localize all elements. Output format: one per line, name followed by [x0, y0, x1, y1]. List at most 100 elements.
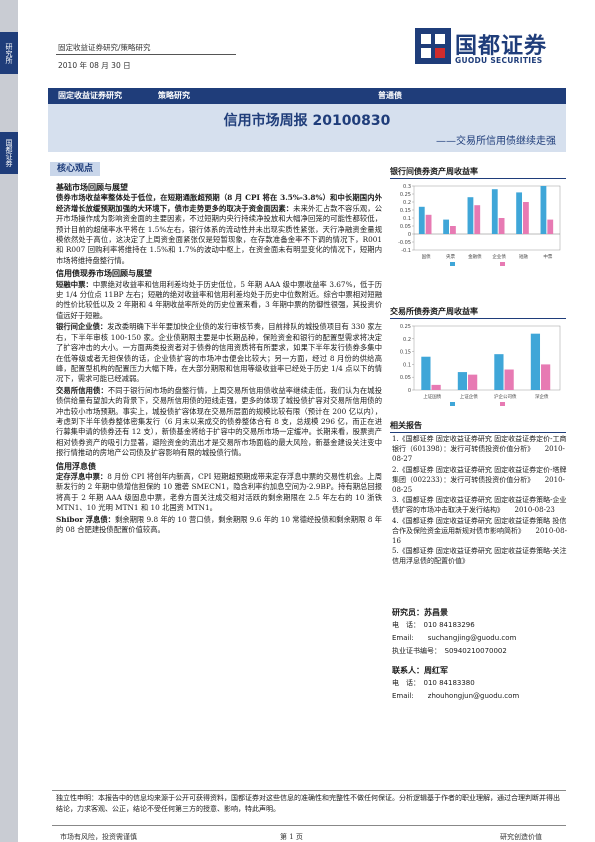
y-tick-label: 0.25 [400, 324, 411, 330]
company-logo: 国都证券 GUODU SECURITIES [415, 28, 565, 70]
y-tick-label: 0 [408, 388, 411, 394]
bar [467, 197, 474, 234]
bar [504, 369, 514, 390]
paragraph-4-rest: 不同于银行间市场的盘整行情，上周交易所信用债收益率继续走低，我们认为在城投债供给… [56, 385, 383, 458]
bar [523, 202, 529, 234]
reports-title: 相关报告 [390, 421, 422, 430]
y-tick-label: 0.1 [403, 362, 411, 368]
x-tick-label: 沪企公司债 [494, 393, 517, 400]
paragraph-2-lead: 短融中票： [56, 279, 93, 289]
band-mid: 策略研究 [158, 91, 190, 100]
x-tick-label: 企业债 [492, 253, 506, 260]
y-tick-label: 0.05 [400, 224, 411, 230]
main-content: 基础市场回顾与展望 债券市场收益率整体处于低位，在短期通胀超预期（8 月 CPI… [56, 180, 382, 536]
chart2-exchange-bond-returns: 0.25 0.2 0.15 0.1 0.05 0 上证国债 上证企债 沪企公司债 深企债 [400, 324, 561, 406]
chart1-rule [390, 178, 566, 179]
disclaimer: 独立性申明：本报告中的信息均来源于公开可获得资料，国都证券对这些信息的准确性和完… [52, 790, 566, 826]
paragraph-5: 定存浮息中票：8 月份 CPI 将创年内新高，CPI 短期超预期成带来定存浮息中… [56, 472, 382, 514]
y-tick-label: 0.05 [400, 375, 411, 381]
bar [474, 205, 481, 234]
section-heading-1: 基础市场回顾与展望 [56, 182, 128, 192]
bar [457, 372, 468, 390]
bar [431, 384, 441, 390]
footer-slogan: 研究创造价值 [500, 833, 542, 841]
sidebar-tab-research: 研究所 [0, 32, 18, 74]
band-left: 固定收益证券研究 [58, 91, 122, 100]
header-divider [56, 54, 236, 55]
plot-frame [413, 185, 561, 251]
bar [450, 226, 456, 234]
band-right: 普通债 [378, 91, 402, 100]
sidebar-strip [0, 0, 18, 842]
paragraph-6-lead: Shibor 浮息债： [56, 514, 115, 524]
x-tick-label: 国债 [422, 253, 431, 260]
y-tick-label: 0.3 [403, 184, 411, 190]
analyst-email[interactable]: Email: suchangjing@guodu.com [392, 634, 517, 642]
paragraph-1-bold: 债券市场收益率整体处于低位，在短期通胀超预期（8 月 CPI 将在 3.5%-3… [56, 193, 382, 213]
report-title: 信用市场周报 20100830 [223, 113, 391, 129]
y-tick-label: 0.15 [400, 350, 411, 356]
related-report-item: 3.《国都证券 固定收益证券研究 固定收益证券策略-企业债扩容的市场冲击取决于发… [392, 496, 567, 515]
bar [541, 364, 551, 390]
bar [494, 354, 504, 390]
bar [540, 186, 547, 234]
logo-text-en: GUODU SECURITIES [455, 56, 543, 65]
x-tick-label: 上证企债 [460, 393, 478, 400]
analyst-cert: 执业证书编号： S0940210070002 [392, 647, 507, 655]
related-report-item: 4.《国都证券 固定收益证券研究 固定收益证券策略 投信合作及保险资金运用新规对… [392, 516, 567, 546]
chart1-bank-bond-returns: 0.3 0.25 0.2 0.15 0.1 0.05 0 -0.05 -0.1 国债 央票 金融债 企业… [398, 184, 561, 266]
bar [468, 374, 478, 390]
header-category: 固定收益证券研究/策略研究 [58, 43, 151, 52]
chart1-title: 银行间债券资产周收益率 [390, 167, 478, 176]
paragraph-1: 债券市场收益率整体处于低位，在短期通胀超预期（8 月 CPI 将在 3.5%-3… [56, 193, 382, 266]
bar [547, 219, 554, 234]
logo-mark-icon [415, 28, 451, 64]
y-tick-label: -0.05 [398, 240, 411, 246]
bar [421, 356, 431, 390]
paragraph-5-rest: 8 月份 CPI 将创年内新高，CPI 短期超预期成带来定存浮息中票的交易性机会… [56, 471, 382, 513]
legend-swatch [450, 402, 455, 406]
paragraph-1-rest: 未来外汇占款不容乐观，公开市场操作成为影响资金面的主要因素，不过短期内央行持续净… [56, 203, 382, 265]
analyst-name: 研究员：苏昌景 [392, 608, 448, 617]
x-tick-label: 上证国债 [423, 393, 441, 400]
core-view-label: 核心观点 [50, 162, 100, 176]
related-report-item: 5.《国都证券 固定收益证券研究 固定收益证券策略-关注信用浮息债的配置价值》 [392, 547, 567, 566]
bar [425, 214, 432, 234]
paragraph-3: 银行间企业债：发改委明确下半年要加快企业债的发行审核节奏，目前排队的城投债项目有… [56, 322, 382, 384]
bar [443, 219, 450, 234]
y-tick-label: 0.25 [400, 192, 411, 198]
paragraph-5-lead: 定存浮息中票： [56, 471, 108, 481]
x-tick-label: 央票 [446, 253, 455, 260]
paragraph-6: Shibor 浮息债：剩余期限 9.8 年的 10 营口债，剩余期限 9.6 年… [56, 515, 382, 536]
bar [498, 218, 505, 234]
sidebar-tab-company: 国都证券 [0, 132, 18, 174]
contact-email[interactable]: Email: zhouhongjun@guodu.com [392, 692, 520, 700]
paragraph-4: 交易所信用债：不同于银行间市场的盘整行情，上周交易所信用债收益率继续走低，我们认… [56, 386, 382, 459]
legend-swatch [500, 402, 505, 406]
paragraph-2: 短融中票：中票绝对收益率和信用利差均处于历史低位，5 年期 AAA 级中票收益率… [56, 280, 382, 322]
paragraph-4-lead: 交易所信用债： [56, 385, 108, 395]
footer-page-number: 第 1 页 [280, 833, 303, 841]
y-tick-label: 0.2 [403, 200, 411, 206]
footer-risk-note: 市场有风险，投资需谨慎 [60, 833, 137, 841]
section-heading-2: 信用债现券市场回顾与展望 [56, 268, 152, 279]
contact-phone: 电 话： 010 84183380 [392, 679, 475, 687]
x-tick-label: 短融 [519, 253, 528, 260]
paragraph-2-rest: 中票绝对收益率和信用利差均处于历史低位，5 年期 AAA 级中票收益率 3.67… [56, 279, 382, 320]
header-date: 2010 年 08 月 30 日 [58, 61, 131, 70]
y-tick-label: 0.2 [403, 337, 411, 343]
bar [530, 333, 541, 390]
y-tick-label: 0.1 [403, 216, 411, 222]
title-box: 信用市场周报 20100830 ——交易所信用债继续走强 [48, 104, 566, 152]
reports-rule [390, 432, 566, 433]
chart2-title: 交易所债券资产周收益率 [390, 307, 478, 316]
analyst-block: 研究员：苏昌景 电 话： 010 84183296 Email: suchang… [392, 606, 568, 703]
y-tick-label: 0 [408, 232, 411, 238]
bar [516, 192, 523, 234]
x-tick-label: 中票 [543, 253, 552, 260]
related-report-item: 1.《国都证券 固定收益证券研究 固定收益证券定价-工商银行（601398）：发… [392, 435, 567, 464]
x-tick-label: 深企债 [535, 393, 549, 400]
x-tick-label: 金融债 [468, 253, 482, 260]
chart2-rule [390, 318, 566, 319]
plot-frame [413, 325, 561, 391]
